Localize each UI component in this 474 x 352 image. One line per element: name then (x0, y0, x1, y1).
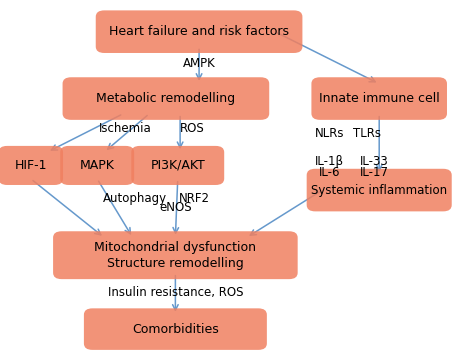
Text: MAPK: MAPK (80, 159, 115, 172)
FancyBboxPatch shape (63, 77, 269, 120)
FancyBboxPatch shape (60, 146, 134, 185)
Text: Autophagy: Autophagy (103, 193, 167, 205)
Text: Heart failure and risk factors: Heart failure and risk factors (109, 25, 289, 38)
Text: IL-17: IL-17 (360, 166, 389, 179)
Text: HIF-1: HIF-1 (15, 159, 47, 172)
Text: IL-33: IL-33 (360, 156, 389, 168)
Text: PI3K/AKT: PI3K/AKT (150, 159, 205, 172)
Text: Insulin resistance, ROS: Insulin resistance, ROS (108, 286, 243, 298)
Text: AMPK: AMPK (182, 57, 216, 70)
Text: Systemic inflammation: Systemic inflammation (311, 184, 447, 196)
FancyBboxPatch shape (53, 231, 298, 279)
FancyBboxPatch shape (84, 308, 267, 350)
FancyBboxPatch shape (96, 10, 302, 53)
Text: NRF2: NRF2 (179, 193, 210, 205)
Text: TLRs: TLRs (353, 127, 382, 140)
Text: Comorbidities: Comorbidities (132, 323, 219, 335)
Text: ROS: ROS (180, 122, 204, 135)
Text: Innate immune cell: Innate immune cell (319, 92, 439, 105)
Text: NLRs: NLRs (315, 127, 344, 140)
Text: Mitochondrial dysfunction
Structure remodelling: Mitochondrial dysfunction Structure remo… (94, 241, 256, 270)
FancyBboxPatch shape (311, 77, 447, 120)
Text: eNOS: eNOS (159, 201, 191, 214)
Text: Metabolic remodelling: Metabolic remodelling (96, 92, 236, 105)
Text: IL-6: IL-6 (319, 166, 340, 179)
Text: Ischemia: Ischemia (99, 122, 152, 135)
FancyBboxPatch shape (307, 169, 452, 211)
FancyBboxPatch shape (131, 146, 224, 185)
FancyBboxPatch shape (0, 146, 63, 185)
Text: IL-1β: IL-1β (315, 156, 344, 168)
